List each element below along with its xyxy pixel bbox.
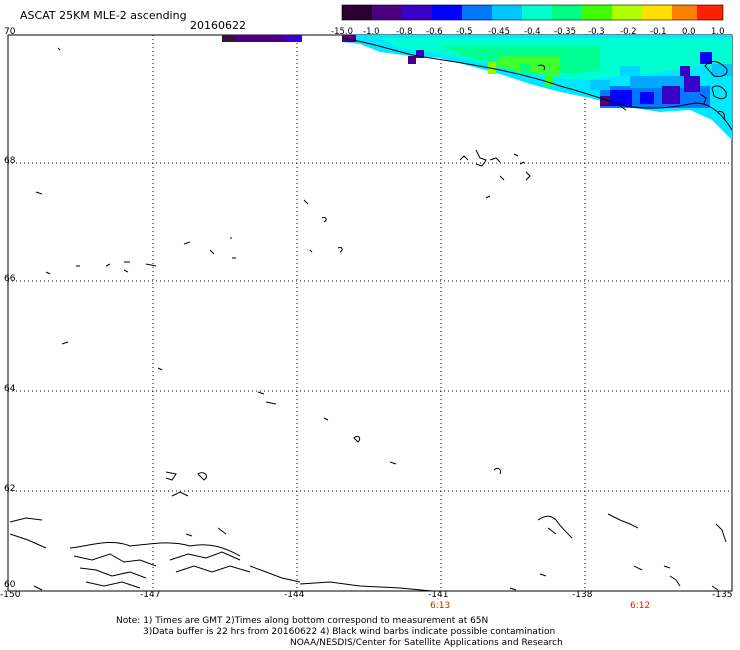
colorbar-label: -0.4 xyxy=(524,27,541,37)
lon-label: -150 xyxy=(0,590,21,600)
lat-label-62: 62 xyxy=(4,484,16,494)
lon-label: -141 xyxy=(428,590,449,600)
chart-date: 20160622 xyxy=(190,19,246,32)
graticule xyxy=(8,35,732,591)
lat-label-70: 70 xyxy=(4,27,16,37)
colorbar xyxy=(341,4,724,21)
colorbar-label: -15.0 xyxy=(331,27,353,37)
colorbar-label: -0.5 xyxy=(456,27,473,37)
lat-label-66: 66 xyxy=(4,274,16,284)
lon-label: -135 xyxy=(712,590,733,600)
colorbar-label: -0.6 xyxy=(426,27,443,37)
lat-label-68: 68 xyxy=(4,156,16,166)
colorbar-label: 0.0 xyxy=(682,27,696,37)
lat-label-60: 60 xyxy=(4,580,16,590)
time-label: 6:12 xyxy=(630,601,651,611)
colorbar-label: -1.0 xyxy=(363,27,380,37)
note-line-3: NOAA/NESDIS/Center for Satellite Applica… xyxy=(290,638,563,648)
colorbar-label: -0.2 xyxy=(620,27,637,37)
lon-label: -138 xyxy=(572,590,593,600)
colorbar-label: -0.35 xyxy=(554,27,576,37)
colorbar-label: 1.0 xyxy=(711,27,725,37)
colorbar-label: -0.3 xyxy=(588,27,605,37)
lon-label: -147 xyxy=(140,590,161,600)
lon-label: -144 xyxy=(284,590,305,600)
note-line-1: Note: 1) Times are GMT 2)Times along bot… xyxy=(116,616,489,626)
lat-label-64: 64 xyxy=(4,384,16,394)
colorbar-label: -0.1 xyxy=(650,27,667,37)
colorbar-label: -0.8 xyxy=(396,27,413,37)
swath-data xyxy=(222,35,732,140)
map-frame xyxy=(7,34,733,592)
note-line-2: 3)Data buffer is 22 hrs from 20160622 4)… xyxy=(143,627,556,637)
time-label: 6:13 xyxy=(430,601,451,611)
chart-title: ASCAT 25KM MLE-2 ascending xyxy=(20,9,187,22)
colorbar-label: -0.45 xyxy=(488,27,510,37)
coastlines xyxy=(9,37,733,592)
